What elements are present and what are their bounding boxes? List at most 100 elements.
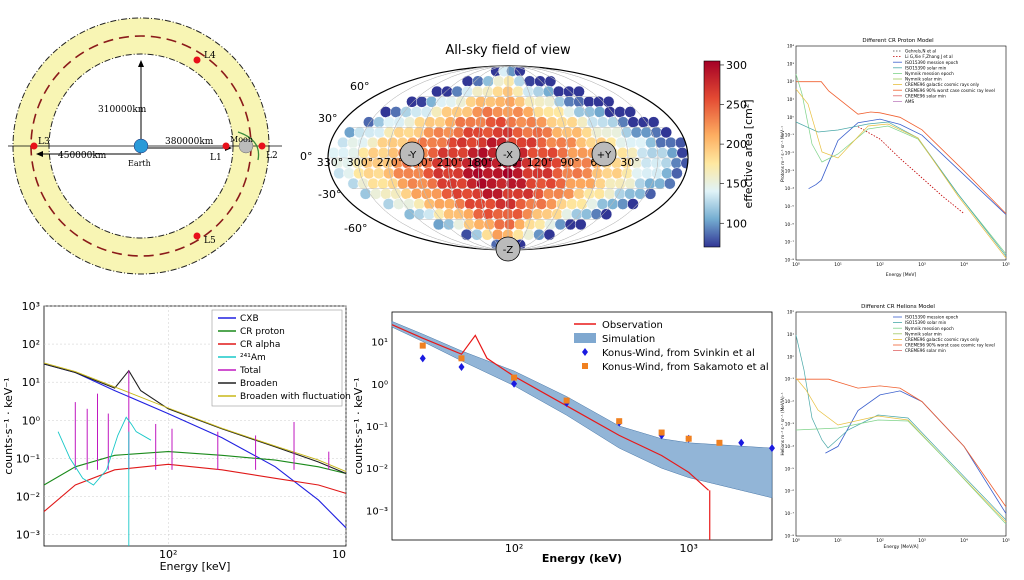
- skymap-cell-120: [512, 127, 523, 138]
- skymap-cell-363: [617, 198, 628, 209]
- skymap-cell-332: [574, 188, 585, 199]
- skymap-cell-330: [553, 188, 564, 199]
- bg-ytick-5: 10⁻²: [16, 490, 40, 503]
- skymap-cell-252: [423, 168, 434, 179]
- svg-text:-X: -X: [503, 150, 513, 161]
- grb-ytick-3: 10⁻²: [366, 464, 388, 475]
- skymap-cell-367: [424, 209, 435, 220]
- skymap-cell-94: [567, 117, 578, 128]
- skymap-cell-134: [651, 127, 662, 138]
- skymap-cell-111: [423, 127, 434, 138]
- grb-ylabel: counts·s⁻¹ · keV⁻¹: [352, 377, 365, 474]
- skymap-cell-115: [463, 127, 474, 138]
- skymap-cell-38: [505, 96, 516, 107]
- skymap-cell-104: [354, 127, 365, 138]
- helion-legend-label-4: CREME96 galactic cosmic rays only: [905, 337, 980, 342]
- skymap-cell-41: [534, 96, 545, 107]
- skymap-cell-157: [546, 137, 557, 148]
- skymap-cell-106: [374, 127, 385, 138]
- grb-xtick-0: 10²: [505, 542, 523, 555]
- l4-point: [194, 57, 201, 64]
- skymap-cell-345: [434, 198, 445, 209]
- skymap-cell-322: [472, 188, 483, 199]
- dist-310000: 310000km: [98, 105, 147, 115]
- dist-450000: 450000km: [58, 151, 107, 161]
- skymap-cell-23: [533, 86, 544, 97]
- bg-legend-label-0: CXB: [240, 314, 259, 324]
- proton-ytick-10: 10⁻⁶: [785, 222, 795, 227]
- skymap-cell-385: [601, 209, 612, 220]
- skymap-cell-113: [443, 127, 454, 138]
- lat-label-2: 0°: [300, 150, 313, 163]
- l4-label: L4: [204, 51, 216, 61]
- bg-ytick-3: 10⁰: [22, 414, 41, 427]
- skymap-cell-60: [492, 106, 503, 117]
- grb-legend-label-1: Simulation: [602, 334, 655, 345]
- skymap-cell-65: [543, 106, 554, 117]
- skymap-cell-250: [403, 168, 414, 179]
- skymap-cell-55: [441, 106, 452, 117]
- skymap-cell-11: [535, 76, 546, 87]
- helion-xtick-3: 10³: [918, 538, 926, 544]
- skymap-cell-50: [390, 106, 401, 117]
- skymap-cell-7: [493, 76, 504, 87]
- skymap-cell-295: [516, 178, 527, 189]
- skymap-cell-374: [493, 209, 504, 220]
- skymap-cell-298: [546, 178, 557, 189]
- proton-ytick-6: 10⁻²: [785, 151, 795, 156]
- skymap-cell-364: [627, 198, 638, 209]
- proton-legend-label-2: ISO15390 mession epoch: [905, 60, 959, 65]
- grb-sakamoto-point-6: [686, 436, 692, 442]
- l3-label: L3: [38, 137, 50, 147]
- skymap-cell-46: [583, 96, 594, 107]
- proton-ytick-9: 10⁻⁵: [785, 204, 795, 209]
- skymap-cell-114: [453, 127, 464, 138]
- skymap-cell-66: [553, 106, 564, 117]
- skymap-cell-392: [494, 219, 505, 230]
- skymap-cell-118: [493, 127, 504, 138]
- skymap-cell-242: [681, 158, 692, 169]
- proton-ytick-12: 10⁻⁸: [785, 258, 795, 263]
- skymap-cell-53: [421, 106, 432, 117]
- dist-380000: 380000km: [165, 137, 214, 147]
- skymap-cell-382: [571, 209, 582, 220]
- skymap-cell-409: [544, 229, 555, 240]
- skymap-cell-290: [467, 178, 478, 189]
- l2-point: [259, 143, 266, 150]
- skymap-cell-132: [631, 127, 642, 138]
- grb-sakamoto-point-2: [511, 375, 517, 381]
- proton-xlabel: Energy [MeV]: [886, 272, 917, 278]
- skymap-cell-92: [546, 117, 557, 128]
- lon-label-7: 120°: [527, 156, 554, 169]
- skymap-cell-368: [434, 209, 445, 220]
- moon-label: Moon: [230, 135, 253, 144]
- skymap-cell-244: [343, 168, 354, 179]
- skymap-cell-109: [404, 127, 415, 138]
- skymap-cell-68: [574, 106, 585, 117]
- skymap-cell-97: [597, 117, 608, 128]
- skymap-cell-369: [443, 209, 454, 220]
- l3-point: [31, 143, 38, 150]
- skymap-cell-306: [625, 178, 636, 189]
- grb-sakamoto-point-7: [716, 440, 722, 446]
- skymap-cell-127: [582, 127, 593, 138]
- skymap-cell-280: [368, 178, 379, 189]
- skymap-cell-99: [618, 117, 629, 128]
- skymap-cell-12: [545, 76, 556, 87]
- skymap-cell-384: [591, 209, 602, 220]
- skymap-cell-291: [476, 178, 487, 189]
- skymap-cell-160: [576, 137, 587, 148]
- bg-legend-label-3: ²⁴¹Am: [240, 353, 266, 363]
- skymap-cell-27: [573, 86, 584, 97]
- helion-legend-label-6: CREME96 solar min: [905, 348, 946, 353]
- proton-frame: [796, 46, 1006, 260]
- skymap-panel: All-sky field of view 330°300°270°240°21…: [290, 36, 770, 276]
- skymap-cell-88: [506, 117, 517, 128]
- proton-xtick-3: 10³: [918, 262, 926, 268]
- proton-xtick-0: 10⁰: [792, 262, 800, 268]
- grb-sakamoto-point-0: [420, 343, 426, 349]
- skymap-cell-29: [416, 96, 427, 107]
- bg-ylabel: counts·s⁻¹ · keV⁻¹: [2, 377, 15, 474]
- bg-xtick-1: 10: [332, 548, 346, 561]
